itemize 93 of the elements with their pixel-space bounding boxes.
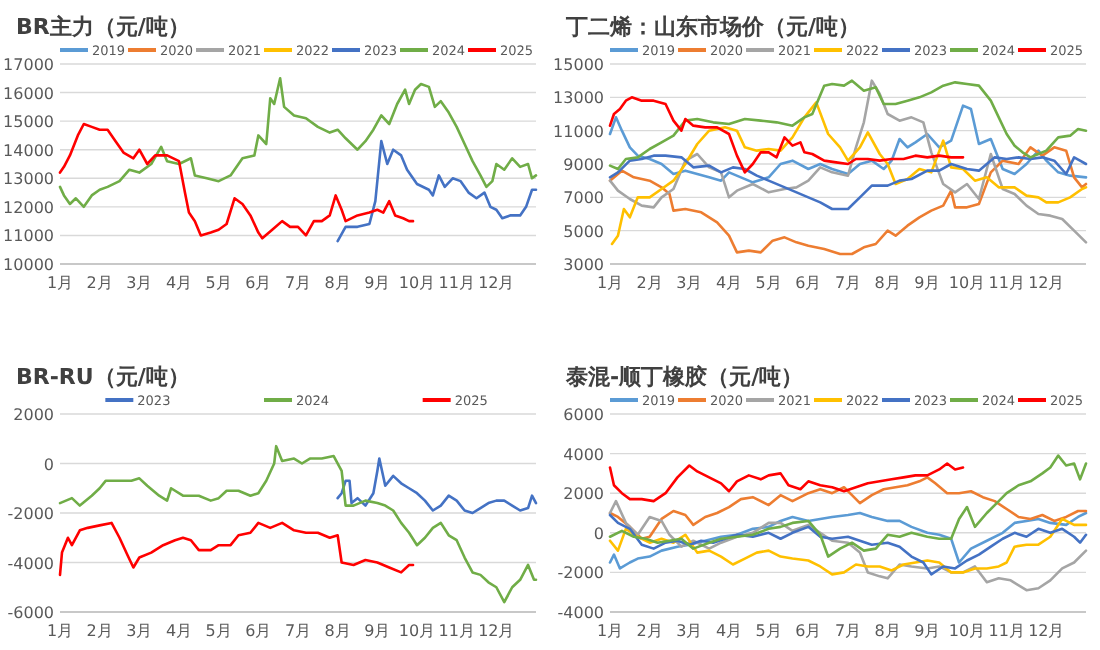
y-tick-label: 7000 [563, 189, 604, 208]
x-tick-label: 5月 [755, 274, 782, 292]
x-tick-label: 5月 [205, 622, 232, 640]
y-tick-label: 10000 [3, 256, 54, 274]
line-series [608, 499, 1088, 592]
x-tick-label: 3月 [126, 622, 153, 640]
x-tick-label: 9月 [364, 274, 391, 292]
x-tick-label: 10月 [398, 274, 436, 292]
x-tick-label: 10月 [948, 622, 986, 640]
y-tick-label: 13000 [553, 89, 604, 108]
x-tick-label: 1月 [596, 622, 624, 640]
x-tick-label: 9月 [364, 622, 391, 640]
y-tick-label: 4000 [563, 445, 604, 464]
x-tick-label: 12月 [1028, 274, 1065, 292]
y-tick-label: 2000 [563, 485, 604, 504]
y-tick-label: -2000 [7, 505, 54, 523]
y-tick-label: 13000 [3, 170, 54, 189]
x-tick-label: 6月 [245, 274, 272, 292]
x-tick-label: 7月 [834, 622, 862, 640]
line-series [608, 454, 1088, 558]
x-tick-label: 2月 [636, 622, 663, 640]
x-tick-label: 2月 [636, 274, 663, 292]
y-tick-label: 16000 [3, 84, 54, 103]
y-tick-label: 11000 [3, 227, 54, 246]
chart-title: BR主力（元/吨） [16, 14, 190, 40]
line-series [608, 476, 1088, 541]
x-tick-label: 8月 [874, 622, 901, 640]
line-series [58, 122, 415, 240]
x-tick-label: 3月 [676, 274, 703, 292]
x-tick-label: 12月 [1028, 622, 1065, 640]
y-tick-label: 11000 [553, 122, 604, 141]
line-series [608, 146, 1088, 256]
y-tick-label: -2000 [557, 564, 604, 583]
x-tick-label: 6月 [795, 622, 822, 640]
x-tick-label: 5月 [205, 274, 232, 292]
x-tick-label: 11月 [988, 274, 1025, 292]
x-tick-label: 3月 [126, 274, 153, 292]
x-tick-label: 7月 [284, 622, 312, 640]
line-series [58, 444, 538, 604]
y-tick-label: 0 [43, 455, 54, 474]
line-series [608, 154, 1088, 211]
x-tick-label: 5月 [755, 622, 782, 640]
line-series [608, 96, 965, 174]
x-tick-label: 12月 [478, 274, 515, 292]
x-tick-label: 10月 [398, 622, 436, 640]
x-tick-label: 1月 [596, 274, 624, 292]
x-tick-label: 7月 [284, 274, 312, 292]
x-tick-label: 2月 [86, 274, 113, 292]
x-tick-label: 3月 [676, 622, 703, 640]
x-tick-label: 8月 [324, 622, 351, 640]
chart-title: 泰混-顺丁橡胶（元/吨） [564, 364, 804, 390]
y-tick-label: -4000 [557, 604, 604, 622]
x-tick-label: 4月 [715, 274, 743, 292]
x-tick-label: 7月 [834, 274, 862, 292]
y-tick-label: 15000 [553, 56, 604, 74]
x-tick-label: 9月 [914, 622, 941, 640]
x-tick-label: 11月 [438, 274, 475, 292]
y-tick-label: 3000 [563, 256, 604, 274]
y-tick-label: 5000 [563, 222, 604, 241]
line-series [58, 521, 415, 577]
line-series [58, 76, 538, 209]
x-tick-label: 2月 [86, 622, 113, 640]
y-tick-label: 12000 [3, 198, 54, 217]
x-tick-label: 4月 [165, 274, 193, 292]
x-tick-label: 1月 [46, 274, 74, 292]
y-tick-label: 0 [593, 524, 604, 543]
y-tick-label: 6000 [563, 406, 604, 424]
y-tick-label: 9000 [563, 156, 604, 174]
y-tick-label: 17000 [3, 56, 54, 74]
x-tick-label: 11月 [438, 622, 475, 640]
y-tick-label: 15000 [3, 113, 54, 132]
x-tick-label: 6月 [245, 622, 272, 640]
line-series [336, 457, 538, 515]
line-series [608, 79, 1088, 171]
x-tick-label: 8月 [874, 274, 901, 292]
x-tick-label: 10月 [948, 274, 986, 292]
y-tick-label: 2000 [13, 406, 54, 424]
x-tick-label: 1月 [46, 622, 74, 640]
chart-title: 丁二烯：山东市场价（元/吨） [564, 14, 861, 40]
x-tick-label: 9月 [914, 274, 941, 292]
x-tick-label: 6月 [795, 274, 822, 292]
y-tick-label: -4000 [7, 554, 54, 573]
y-tick-label: 14000 [3, 141, 54, 160]
y-tick-label: -6000 [7, 604, 54, 622]
line-series [608, 104, 1088, 184]
x-tick-label: 8月 [324, 274, 351, 292]
x-tick-label: 4月 [715, 622, 743, 640]
x-tick-label: 11月 [988, 622, 1025, 640]
chart-title: BR-RU（元/吨） [16, 364, 190, 390]
x-tick-label: 4月 [165, 622, 193, 640]
line-series [336, 139, 538, 243]
x-tick-label: 12月 [478, 622, 515, 640]
line-series [608, 462, 965, 503]
